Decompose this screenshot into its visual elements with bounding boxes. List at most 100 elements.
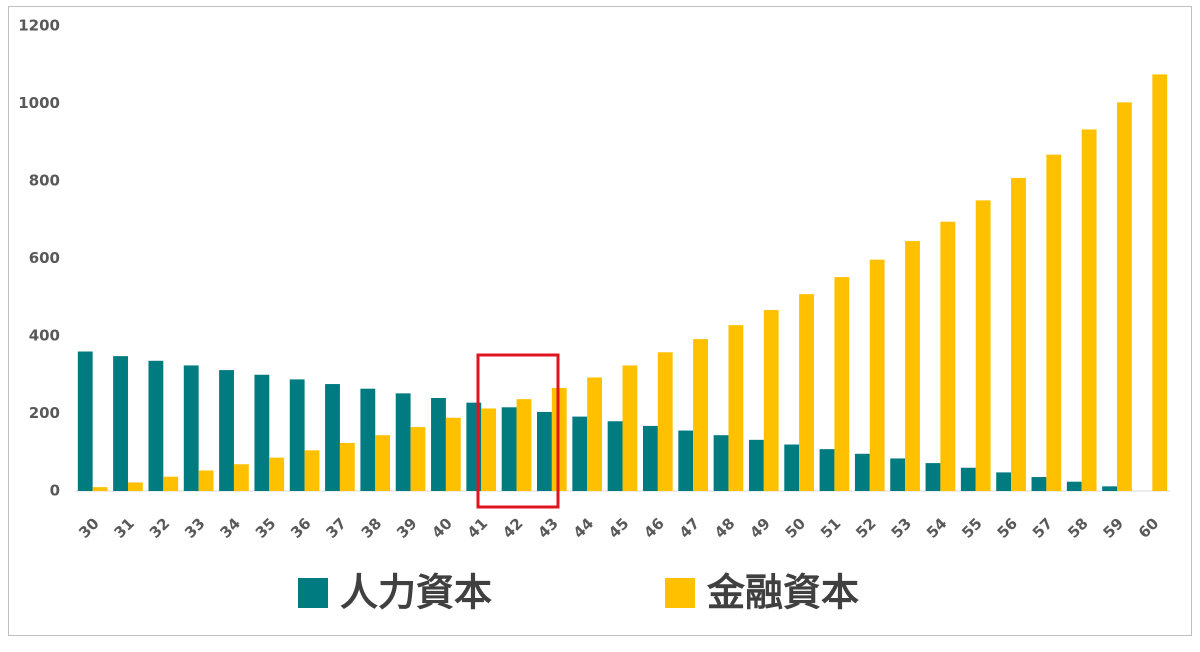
highlight-box [476,353,560,509]
bar [113,356,128,491]
bar [657,352,673,491]
bar [410,427,426,491]
x-tick-label: 46 [640,514,667,541]
y-tick-label: 1000 [18,94,60,112]
x-tick-label: 39 [393,514,420,541]
bar [269,457,285,491]
x-tick-label: 42 [499,514,526,541]
bar [940,221,956,491]
bar [890,458,906,491]
bar [481,408,497,491]
x-tick-label: 58 [1064,514,1091,541]
bar [1066,481,1082,491]
bar [678,430,694,491]
bar [587,377,603,491]
bar [304,450,320,491]
bar [1102,486,1118,491]
x-tick-label: 44 [570,514,597,541]
x-tick-label: 37 [322,514,349,541]
bar [431,398,446,491]
bar [1117,102,1132,492]
x-tick-label: 54 [923,514,950,541]
bar [1081,129,1097,491]
x-tick-label: 32 [146,514,173,541]
bar [748,439,764,491]
x-tick-label: 38 [358,514,385,541]
bar [905,241,920,491]
x-tick-label: 57 [1029,514,1056,541]
bar [92,487,108,491]
bar [975,200,991,491]
bar [572,416,588,491]
x-tick-label: 53 [888,514,915,541]
x-tick-label: 48 [711,514,738,541]
bar [537,411,552,491]
x-tick-label: 56 [994,514,1021,541]
y-tick-label: 200 [29,404,60,422]
bar [834,277,850,491]
x-tick-label: 35 [252,514,279,541]
x-tick-label: 52 [852,514,879,541]
legend: 金融資本 [706,571,859,615]
bar [375,435,391,491]
bar [763,310,779,491]
bar [1031,477,1047,491]
bar [339,442,355,491]
x-tick-label: 41 [464,514,491,541]
legend: 人力資本 [340,571,492,615]
y-tick-label: 1200 [18,17,60,35]
y-tick-label: 0 [50,482,60,500]
bar [819,449,835,491]
bar [395,393,411,491]
x-tick-label: 60 [1135,514,1162,541]
bar [925,463,941,491]
bar [854,453,870,491]
bar [960,467,976,491]
bar [1152,74,1168,491]
x-tick-label: 51 [817,514,844,541]
bar [693,339,708,491]
bar [445,417,461,491]
bar [127,482,143,491]
bar [996,472,1012,491]
bar [198,470,214,491]
x-tick-label: 40 [428,514,455,541]
bar [1011,177,1026,491]
bar [233,464,249,491]
bar [254,374,270,491]
x-tick-label: 36 [287,514,314,541]
x-tick-label: 30 [75,514,102,541]
bar [728,325,744,491]
bar [219,370,234,491]
legend-swatch [298,578,328,608]
legend-swatch [665,578,695,608]
y-tick-label: 600 [29,249,60,267]
x-tick-label: 47 [676,514,703,541]
x-tick-label: 31 [111,514,138,541]
bar [325,384,340,491]
x-tick-label: 33 [181,514,208,541]
bar [713,435,729,491]
x-tick-label: 59 [1100,514,1127,541]
bar [360,388,376,491]
bar [1046,154,1062,491]
bar [148,360,164,491]
bar [183,365,199,491]
x-tick-label: 50 [782,514,809,541]
bar [799,294,814,491]
bar [77,351,93,491]
x-tick-label: 45 [605,514,632,541]
bar [163,476,179,491]
bar [784,444,800,491]
x-tick-label: 49 [746,514,773,541]
bar [622,365,638,491]
y-tick-label: 800 [29,172,60,190]
x-tick-label: 55 [958,514,985,541]
bar [642,425,658,491]
bar [869,259,885,491]
x-tick-label: 43 [534,514,561,541]
bar [501,407,517,491]
x-tick-label: 34 [216,514,243,541]
